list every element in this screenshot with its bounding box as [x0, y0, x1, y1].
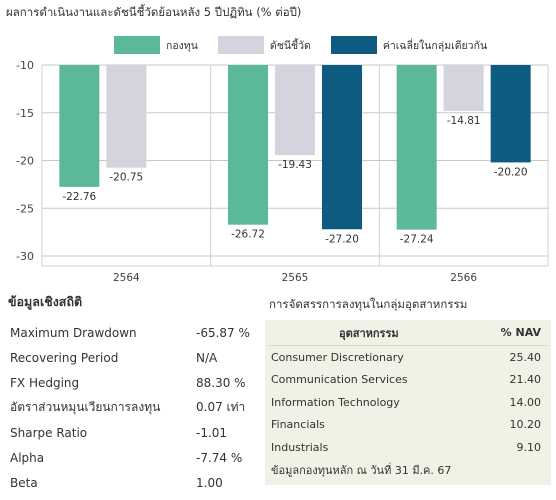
- x-tick-label: 2565: [282, 272, 309, 284]
- bar: [322, 65, 362, 230]
- stat-value: 88.30 %: [196, 375, 246, 390]
- bar-value-label: -26.72: [231, 229, 265, 241]
- x-tick-label: 2566: [450, 272, 477, 284]
- industry-allocation-panel: การจัดสรรการลงทุนในกลุ่มอุตสาหกรรม อุตสา…: [265, 296, 551, 485]
- stat-value: -1.01: [196, 425, 228, 440]
- industry-table: อุตสาหกรรม % NAV Consumer Discretionary …: [265, 320, 551, 485]
- bar-chart: -10 -15 -20 -25 -30 -22.76 -20.75 2564 -26.72 -19…: [16, 59, 549, 284]
- legend-swatch-benchmark: [217, 36, 264, 54]
- stat-value: 0.07 เท่า: [196, 400, 246, 414]
- stat-value: 1.00: [196, 475, 223, 490]
- bar-value-label: -19.43: [278, 159, 312, 171]
- stat-label: FX Hedging: [10, 375, 80, 390]
- stat-row: Recovering Period N/A: [8, 345, 256, 370]
- bar: [490, 65, 531, 163]
- y-tick-label: -20: [16, 155, 34, 168]
- industry-nav: 9.10: [516, 440, 542, 454]
- bar-value-label: -14.81: [447, 115, 481, 127]
- stat-row: Beta 1.00: [8, 470, 256, 495]
- bar: [443, 65, 484, 111]
- industry-row: Consumer Discretionary 25.40: [269, 346, 547, 369]
- stat-row: อัตราส่วนหมุนเวียนการลงทุน 0.07 เท่า: [8, 395, 256, 420]
- stat-row: Maximum Drawdown -65.87 %: [8, 320, 256, 345]
- bar-value-label: -20.20: [494, 166, 528, 178]
- industry-source-note: ข้อมูลกองทุนหลัก ณ วันที่ 31 มี.ค. 67: [271, 463, 452, 477]
- stat-value: N/A: [196, 350, 218, 365]
- industry-nav: 10.20: [509, 418, 542, 432]
- stat-label: Recovering Period: [10, 350, 119, 365]
- stat-label: Sharpe Ratio: [10, 425, 88, 440]
- statistics-panel: ข้อมูลเชิงสถิติ Maximum Drawdown -65.87 …: [8, 292, 256, 495]
- bar-value-label: -22.76: [62, 191, 96, 203]
- industry-title: การจัดสรรการลงทุนในกลุ่มอุตสาหกรรม: [269, 297, 468, 311]
- industry-name: Communication Services: [271, 373, 408, 387]
- y-tick-label: -30: [16, 250, 34, 263]
- stat-row: Alpha -7.74 %: [8, 445, 256, 470]
- legend-swatch-fund: [114, 36, 160, 54]
- industry-row: Information Technology 14.00: [269, 391, 547, 414]
- industry-table-header: อุตสาหกรรม % NAV: [269, 320, 547, 346]
- stat-value: -7.74 %: [196, 450, 243, 465]
- bar: [228, 65, 268, 225]
- bar-value-label: -27.20: [325, 233, 359, 245]
- y-tick-label: -10: [16, 59, 34, 72]
- industry-row: Financials 10.20: [269, 414, 547, 437]
- industry-row: Industrials 9.10: [269, 436, 547, 459]
- stat-label: Beta: [10, 475, 38, 490]
- y-tick-label: -15: [16, 107, 34, 120]
- stat-row: FX Hedging 88.30 %: [8, 370, 256, 395]
- bar: [106, 65, 147, 168]
- industry-name: Information Technology: [271, 395, 400, 409]
- stat-label: Alpha: [10, 450, 45, 465]
- bar: [275, 65, 315, 156]
- stat-label: อัตราส่วนหมุนเวียนการลงทุน: [10, 400, 161, 414]
- y-tick-label: -25: [16, 202, 34, 215]
- bar: [396, 65, 437, 230]
- industry-name: Consumer Discretionary: [271, 350, 404, 364]
- legend-label-peer-average: ค่าเฉลี่ยในกลุ่มเดียวกัน: [382, 39, 488, 52]
- legend-item-fund: กองทุน: [114, 36, 198, 54]
- legend-item-benchmark: ดัชนีชี้วัด: [217, 36, 311, 54]
- stat-row: Sharpe Ratio -1.01: [8, 420, 256, 445]
- legend-item-peer-average: ค่าเฉลี่ยในกลุ่มเดียวกัน: [330, 36, 488, 54]
- legend-label-benchmark: ดัชนีชี้วัด: [269, 39, 311, 52]
- statistics-title: ข้อมูลเชิงสถิติ: [8, 294, 83, 309]
- stat-value: -65.87 %: [196, 325, 250, 340]
- industry-row: Communication Services 21.40: [269, 369, 547, 392]
- x-tick-label: 2564: [113, 272, 140, 284]
- industry-name: Financials: [271, 418, 325, 432]
- nav-column-header: % NAV: [500, 326, 541, 339]
- industry-name: Industrials: [271, 440, 329, 454]
- industry-column-header: อุตสาหกรรม: [339, 326, 399, 340]
- bar: [59, 65, 100, 187]
- industry-nav: 21.40: [509, 373, 542, 387]
- bar-value-label: -27.24: [400, 234, 434, 246]
- bar-value-label: -20.75: [109, 172, 143, 184]
- industry-nav: 14.00: [509, 395, 542, 409]
- legend-swatch-peer-average: [330, 36, 377, 54]
- stat-label: Maximum Drawdown: [10, 325, 137, 340]
- legend-label-fund: กองทุน: [166, 39, 198, 52]
- chart-title: ผลการดำเนินงานและดัชนีชี้วัดย้อนหลัง 5 ป…: [6, 5, 302, 19]
- chart-legend: กองทุน ดัชนีชี้วัด ค่าเฉลี่ยในกลุ่มเดียว…: [114, 36, 487, 54]
- industry-nav: 25.40: [509, 350, 542, 364]
